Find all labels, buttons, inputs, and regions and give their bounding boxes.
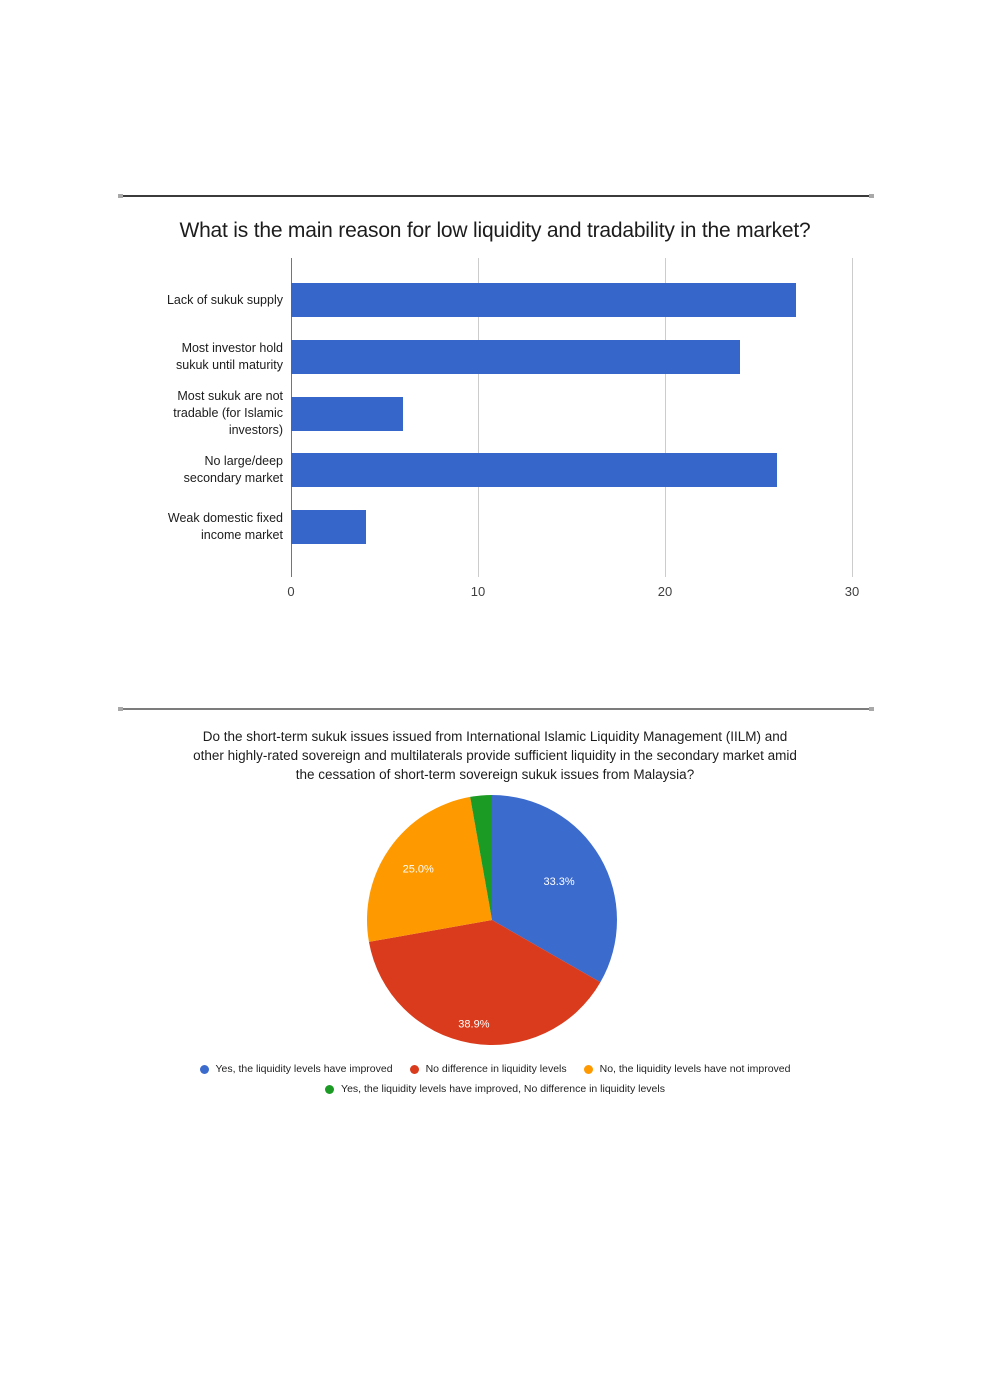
pie-data-label: 38.9% [458,1018,489,1030]
bar-category-labels: Lack of sukuk supply Most investor hold su… [0,258,291,572]
bar-plot [291,258,853,577]
bar-category-label-line: Most sukuk are not [177,389,283,403]
bar-category-label-line: Most investor hold [181,340,283,355]
legend-item: No, the liquidity levels have not improv… [583,1063,791,1075]
legend-item: No difference in liquidity levels [409,1063,567,1075]
pie-slice-1 [368,920,601,1045]
bar-0 [291,283,796,317]
pie-legend: Yes, the liquidity levels have improved N… [0,1059,990,1099]
bar-category-label: No large/deep secondary market [0,453,283,487]
bar-3 [291,453,778,488]
bar-chart-title: What is the main reason for low liquidit… [179,219,811,242]
legend-label: No, the liquidity levels have not improv… [599,1063,791,1075]
legend-dot [325,1084,335,1094]
x-tick-label: 20 [657,584,673,599]
bar-2 [291,396,404,431]
bar-1 [291,339,740,374]
bar-category-label: Most sukuk are not tradable (for Islamic i… [0,388,283,439]
pie-slice-0 [492,795,617,983]
bar-4 [291,510,366,544]
bar-category-label-line: Weak domestic fixed [167,511,283,525]
gridline [665,258,666,577]
pie-slice-3 [470,795,492,920]
bar-category-label-line: investors) [228,423,283,437]
legend-dot [583,1064,593,1074]
bar-category-label-line: income market [201,528,283,542]
legend-row: Yes, the liquidity levels have improved N… [0,1059,990,1079]
bar-category-label-line: sukuk until maturity [176,357,283,372]
bar-category-label: Most investor hold sukuk until maturity [0,340,283,374]
gridline [478,258,479,577]
pie-title-line: the cessation of short-term sovereign su… [295,767,695,782]
section-divider-top [118,194,874,198]
legend-item: Yes, the liquidity levels have improved [199,1063,393,1075]
section-divider-bottom [118,707,874,711]
pie-chart-title: Do the short-term sukuk issues issued fr… [0,727,990,784]
pie-data-label: 25.0% [403,864,434,876]
legend-label: No difference in liquidity levels [425,1063,567,1075]
x-tick-label: 10 [470,584,486,599]
bar-category-label-line: tradable (for Islamic [173,406,283,420]
bar-category-label: Weak domestic fixed income market [0,510,283,544]
pie-data-label: 33.3% [543,876,574,888]
legend-item: Yes, the liquidity levels have improved,… [325,1083,665,1095]
pie-title-line: Do the short-term sukuk issues issued fr… [202,729,788,744]
bar-x-ticks: 0 10 20 30 [287,584,859,602]
legend-label: Yes, the liquidity levels have improved [215,1063,393,1075]
x-tick-label: 0 [287,584,295,599]
pie-title-line: other highly-rated sovereign and multila… [193,748,797,763]
legend-label: Yes, the liquidity levels have improved,… [341,1083,665,1095]
bar-category-label-line: secondary market [183,471,283,486]
legend-dot [199,1064,209,1074]
bar-category-label: Lack of sukuk supply [0,292,283,309]
legend-dot [409,1064,419,1074]
gridline [852,258,853,577]
legend-row: Yes, the liquidity levels have improved,… [0,1079,990,1099]
bar-category-label-line: No large/deep [204,454,283,469]
pie-slice-2 [367,796,492,942]
x-tick-label: 30 [844,584,860,599]
pie-chart: 33.3% 38.9% 25.0% [367,795,617,1045]
bar-category-label-line: Lack of sukuk supply [166,292,283,307]
